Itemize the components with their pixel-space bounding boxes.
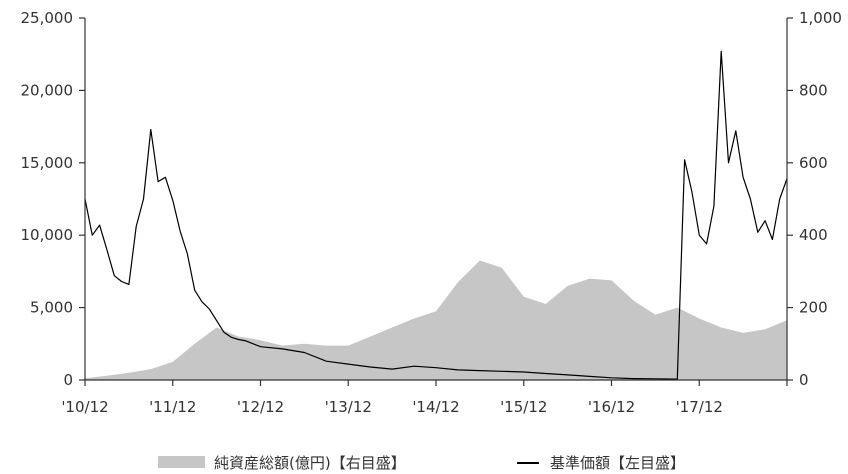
legend-swatch-net-assets <box>158 456 205 468</box>
net-assets-area <box>85 260 787 380</box>
right-tick-label: 600 <box>799 154 828 172</box>
x-tick-label: '14/12 <box>412 398 459 416</box>
x-tick-label: '13/12 <box>325 398 372 416</box>
net-assets-area-layer <box>85 260 787 380</box>
left-axis-ticks: 0 5,000 10,000 15,000 20,000 25,000 <box>21 9 85 389</box>
right-tick-label: 0 <box>799 371 809 389</box>
left-tick-label: 20,000 <box>21 81 74 99</box>
nav-line-layer <box>84 50 788 380</box>
x-tick-label: '11/12 <box>149 398 196 416</box>
legend-label-net-assets: 純資産総額(億円)【右目盛】 <box>214 454 406 472</box>
right-tick-label: 200 <box>799 299 828 317</box>
x-tick-label: '10/12 <box>61 398 108 416</box>
legend: 純資産総額(億円)【右目盛】 基準価額【左目盛】 <box>158 454 685 472</box>
legend-label-nav: 基準価額【左目盛】 <box>550 454 685 472</box>
left-tick-label: 10,000 <box>21 226 74 244</box>
nav-line <box>84 50 788 380</box>
x-tick-label: '12/12 <box>237 398 284 416</box>
right-tick-label: 800 <box>799 81 828 99</box>
right-axis-ticks: 0 200 400 600 800 1,000 <box>787 9 842 389</box>
x-axis-ticks: '10/12 '11/12 '12/12 '13/12 '14/12 '15/12 '16/… <box>61 380 788 416</box>
x-tick-label: '15/12 <box>500 398 547 416</box>
left-tick-label: 5,000 <box>30 299 73 317</box>
x-tick-label: '16/12 <box>588 398 635 416</box>
left-tick-label: 15,000 <box>21 154 74 172</box>
left-tick-label: 25,000 <box>21 9 74 27</box>
right-tick-label: 400 <box>799 226 828 244</box>
right-tick-label: 1,000 <box>799 9 842 27</box>
x-tick-label: '17/12 <box>676 398 723 416</box>
left-tick-label: 0 <box>63 371 73 389</box>
